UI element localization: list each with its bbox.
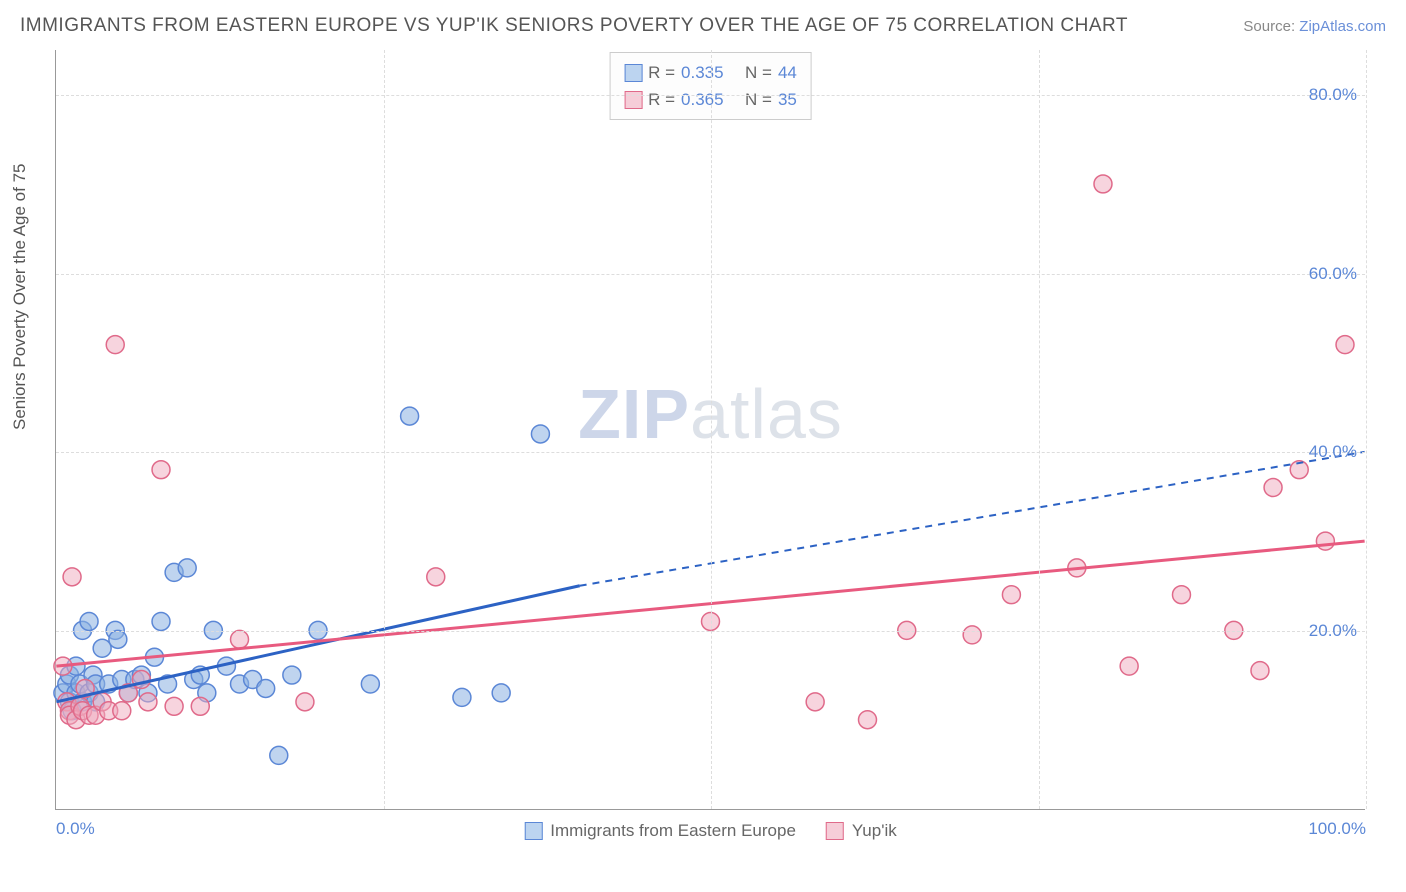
series-swatch-1 — [826, 822, 844, 840]
data-point — [283, 666, 301, 684]
data-point — [361, 675, 379, 693]
data-point — [1002, 586, 1020, 604]
source-prefix: Source: — [1243, 18, 1299, 35]
data-point — [401, 407, 419, 425]
series-label-0: Immigrants from Eastern Europe — [550, 821, 796, 841]
data-point — [93, 639, 111, 657]
data-point — [106, 336, 124, 354]
data-point — [1120, 657, 1138, 675]
chart-source: Source: ZipAtlas.com — [1243, 18, 1386, 35]
y-tick-label: 60.0% — [1309, 264, 1357, 284]
data-point — [109, 630, 127, 648]
y-axis-label: Seniors Poverty Over the Age of 75 — [10, 164, 30, 430]
data-point — [270, 746, 288, 764]
plot-area: ZIPatlas R = 0.335 N = 44 R = 0.365 N = … — [55, 50, 1365, 810]
data-point — [963, 626, 981, 644]
data-point — [427, 568, 445, 586]
data-point — [80, 612, 98, 630]
data-point — [113, 702, 131, 720]
data-point — [231, 630, 249, 648]
data-point — [492, 684, 510, 702]
data-point — [1336, 336, 1354, 354]
data-point — [1264, 479, 1282, 497]
data-point — [191, 697, 209, 715]
x-tick-label: 0.0% — [56, 819, 95, 839]
data-point — [806, 693, 824, 711]
data-point — [152, 461, 170, 479]
series-swatch-0 — [524, 822, 542, 840]
trend-line-extrapolated — [580, 452, 1365, 586]
data-point — [139, 693, 157, 711]
data-point — [1316, 532, 1334, 550]
data-point — [1251, 662, 1269, 680]
data-point — [178, 559, 196, 577]
chart-title: IMMIGRANTS FROM EASTERN EUROPE VS YUP'IK… — [20, 15, 1128, 37]
data-point — [63, 568, 81, 586]
y-tick-label: 20.0% — [1309, 621, 1357, 641]
source-link[interactable]: ZipAtlas.com — [1299, 18, 1386, 35]
y-tick-label: 40.0% — [1309, 442, 1357, 462]
data-point — [296, 693, 314, 711]
data-point — [152, 612, 170, 630]
data-point — [531, 425, 549, 443]
series-legend-item-1: Yup'ik — [826, 821, 897, 841]
series-label-1: Yup'ik — [852, 821, 897, 841]
data-point — [165, 697, 183, 715]
data-point — [453, 688, 471, 706]
x-tick-label: 100.0% — [1308, 819, 1366, 839]
data-point — [1172, 586, 1190, 604]
data-point — [859, 711, 877, 729]
series-legend-item-0: Immigrants from Eastern Europe — [524, 821, 796, 841]
data-point — [1094, 175, 1112, 193]
y-tick-label: 80.0% — [1309, 85, 1357, 105]
series-legend: Immigrants from Eastern Europe Yup'ik — [524, 821, 897, 841]
data-point — [257, 679, 275, 697]
chart-header: IMMIGRANTS FROM EASTERN EUROPE VS YUP'IK… — [20, 15, 1386, 37]
